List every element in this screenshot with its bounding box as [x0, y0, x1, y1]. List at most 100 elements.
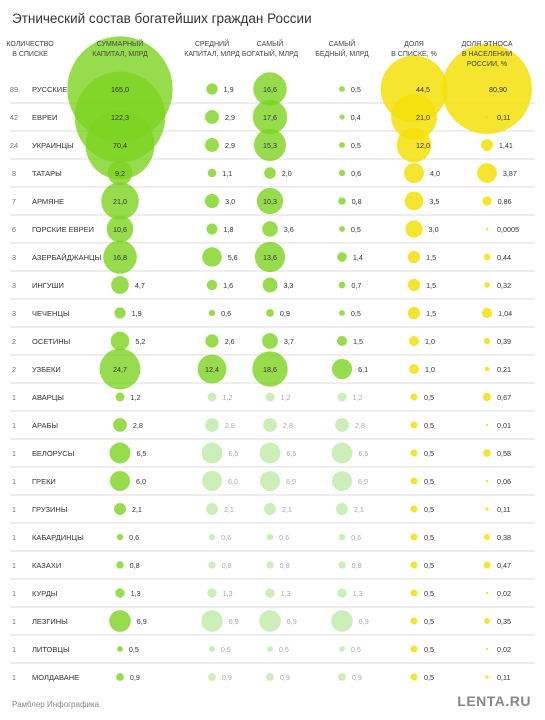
header-count: В СПИСКЕ — [12, 51, 48, 58]
bubble-total — [117, 646, 123, 652]
bubble-richest — [256, 187, 284, 215]
value-richest: 6,0 — [286, 477, 296, 486]
row-count: 1 — [12, 449, 16, 458]
bubble-poorest — [337, 252, 347, 262]
value-share_list: 44,5 — [416, 85, 430, 94]
value-poorest: 2,8 — [355, 421, 365, 430]
row-count: 6 — [12, 225, 16, 234]
value-avg: 2,9 — [225, 113, 235, 122]
header-share_list: ДОЛЯ — [404, 41, 424, 48]
value-share_pop: 0,11 — [497, 113, 510, 122]
bubble-richest — [253, 72, 287, 106]
row-count: 1 — [12, 645, 16, 654]
bubble-poorest — [339, 310, 345, 316]
value-avg: 2,6 — [225, 337, 235, 346]
header-share_pop: РОССИИ, % — [467, 61, 507, 68]
value-share_pop: 0,58 — [497, 449, 511, 458]
bubble-poorest — [339, 646, 345, 652]
value-richest: 2,0 — [282, 169, 292, 178]
bubble-share_pop — [483, 337, 491, 345]
bubble-avg — [209, 646, 215, 652]
row-ethnos: ЕВРЕИ — [32, 113, 57, 122]
bubble-richest — [259, 442, 281, 464]
row-count: 2 — [12, 365, 16, 374]
header-poorest: САМЫЙ — [329, 39, 356, 48]
bubble-richest — [265, 392, 275, 402]
bubble-poorest — [338, 169, 346, 177]
bubble-poorest — [337, 392, 347, 402]
value-share_pop: 80,90 — [489, 85, 507, 94]
value-share_list: 1,5 — [426, 309, 436, 318]
bubble-poorest — [336, 335, 348, 347]
row-ethnos: УЗБЕКИ — [32, 365, 61, 374]
bubble-share_pop — [482, 392, 492, 402]
row-count: 1 — [12, 421, 16, 430]
value-poorest: 0,4 — [351, 113, 361, 122]
value-richest: 0,5 — [279, 645, 289, 654]
value-share_list: 0,5 — [424, 393, 434, 402]
bubble-share_pop — [477, 163, 497, 183]
value-richest: 2,1 — [282, 505, 292, 514]
row-ethnos: АРАБЫ — [32, 421, 58, 430]
bubble-richest — [264, 167, 276, 179]
value-richest: 6,5 — [286, 449, 296, 458]
value-avg: 1,1 — [222, 169, 232, 178]
value-avg: 1,9 — [224, 85, 234, 94]
value-share_list: 0,5 — [424, 645, 434, 654]
bubble-richest — [259, 610, 281, 632]
bubble-total — [107, 160, 133, 186]
value-share_pop: 0,06 — [497, 477, 511, 486]
header-richest: САМЫЙ — [257, 39, 284, 48]
value-avg: 6,5 — [228, 449, 238, 458]
bubble-share_pop — [485, 591, 489, 595]
value-avg: 1,3 — [223, 589, 233, 598]
value-poorest: 0,5 — [351, 309, 361, 318]
value-share_pop: 1,04 — [498, 309, 512, 318]
bubble-richest — [259, 470, 281, 492]
bubble-total — [99, 348, 141, 390]
bubble-share_list — [410, 477, 418, 485]
bubble-share_list — [405, 220, 423, 238]
value-avg: 0,6 — [221, 533, 231, 542]
value-share_list: 21,0 — [416, 113, 430, 122]
bubble-poorest — [339, 142, 345, 148]
value-total: 4,7 — [135, 281, 145, 290]
bubble-poorest — [331, 610, 353, 632]
value-richest: 10,3 — [263, 197, 277, 206]
bubble-avg — [201, 442, 223, 464]
bubble-avg — [205, 334, 219, 348]
header-total: СУММАРНЫЙ — [97, 39, 144, 48]
value-poorest: 6,9 — [359, 617, 369, 626]
bubble-richest — [265, 588, 275, 598]
bubble-share_list — [410, 673, 418, 681]
bubble-share_pop — [484, 618, 490, 624]
row-count: 1 — [12, 477, 16, 486]
row-ethnos: ГОРСКИЕ ЕВРЕИ — [32, 225, 94, 234]
bubble-avg — [208, 561, 216, 569]
footer-logo: LENTA.RU — [457, 693, 531, 709]
bubble-share_list — [407, 306, 421, 320]
bubble-total — [109, 442, 131, 464]
bubble-avg — [206, 503, 218, 515]
row-count: 1 — [12, 561, 16, 570]
row-count: 1 — [12, 393, 16, 402]
value-total: 165,0 — [111, 85, 129, 94]
value-poorest: 0,5 — [351, 645, 361, 654]
row-ethnos: ЛЕЗГИНЫ — [32, 617, 68, 626]
row-ethnos: ГРЕКИ — [32, 477, 56, 486]
bubble-share_list — [407, 278, 421, 292]
value-share_list: 0,5 — [424, 449, 434, 458]
value-poorest: 6,5 — [358, 449, 368, 458]
value-avg: 0,5 — [221, 645, 231, 654]
row-ethnos: МОЛДАВАНЕ — [32, 673, 79, 682]
value-share_list: 0,5 — [424, 505, 434, 514]
bubble-avg — [206, 279, 218, 291]
bubble-avg — [202, 247, 222, 267]
value-share_pop: 0,67 — [497, 393, 511, 402]
value-share_pop: 0,47 — [497, 561, 511, 570]
value-richest: 0,9 — [280, 673, 290, 682]
bubble-avg — [204, 193, 220, 209]
value-richest: 0,8 — [280, 561, 290, 570]
value-share_list: 0,5 — [424, 589, 434, 598]
value-poorest: 0,6 — [351, 169, 361, 178]
